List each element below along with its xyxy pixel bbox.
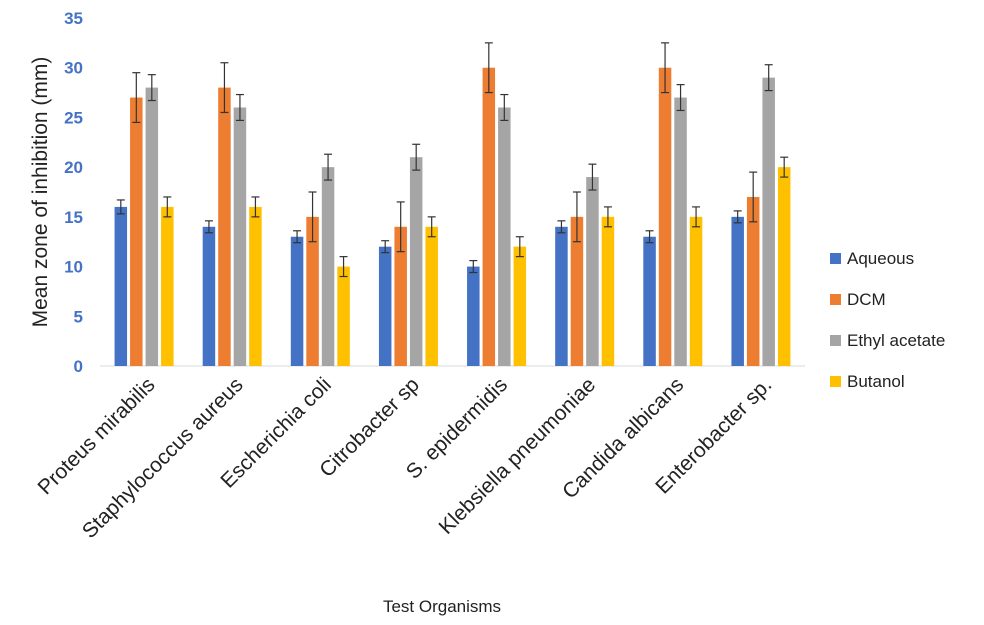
legend-swatch-aqueous	[830, 253, 841, 264]
y-tick-label: 15	[64, 208, 83, 227]
y-axis-ticks: 0 5 10 15 20 25 30 35	[64, 9, 83, 376]
bar	[513, 246, 527, 366]
error-bars	[116, 42, 789, 278]
y-tick-label: 30	[64, 59, 83, 78]
legend-item-aqueous: Aqueous	[830, 248, 980, 269]
y-tick-label: 10	[64, 258, 83, 277]
bar	[746, 196, 760, 366]
legend-swatch-butanol	[830, 376, 841, 387]
bar	[731, 216, 744, 366]
legend-swatch-ethyl-acetate	[830, 335, 841, 346]
y-axis-label: Mean zone of inhibition (mm)	[29, 57, 52, 328]
bar	[762, 77, 775, 367]
bar	[467, 266, 480, 366]
y-tick-label: 35	[64, 9, 83, 28]
bar	[555, 226, 568, 366]
legend-item-butanol: Butanol	[830, 371, 980, 392]
bar	[482, 67, 496, 366]
legend-label-dcm: DCM	[847, 289, 886, 309]
bar	[337, 266, 350, 366]
bar	[498, 107, 511, 366]
bar	[145, 87, 159, 366]
bar	[218, 87, 231, 366]
bars	[114, 67, 791, 367]
bar	[586, 177, 599, 366]
bar	[130, 97, 143, 367]
legend-label-ethyl-acetate: Ethyl acetate	[847, 330, 946, 350]
bar	[249, 206, 262, 366]
y-tick-label: 0	[74, 357, 83, 376]
bar	[689, 216, 703, 366]
bar	[570, 216, 584, 366]
x-axis-label: Test Organisms	[383, 597, 501, 616]
bar	[114, 206, 128, 366]
bar	[202, 226, 216, 366]
bar	[321, 167, 335, 366]
legend-item-ethyl-acetate: Ethyl acetate	[830, 330, 980, 351]
y-tick-label: 5	[74, 307, 83, 326]
bar	[674, 97, 687, 367]
legend-swatch-dcm	[830, 294, 841, 305]
legend-label-butanol: Butanol	[847, 371, 905, 391]
legend-label-aqueous: Aqueous	[847, 248, 915, 268]
bar	[425, 226, 438, 366]
bar	[306, 216, 319, 366]
bar	[394, 226, 407, 366]
bar	[658, 67, 672, 366]
bar	[290, 236, 304, 366]
bar	[601, 216, 615, 366]
x-tick-label: Klebsiella pneumoniae	[435, 373, 601, 539]
y-tick-label: 25	[64, 108, 83, 127]
bar	[643, 236, 656, 366]
legend-item-dcm: DCM	[830, 289, 980, 310]
bar	[233, 107, 247, 366]
bar	[409, 157, 423, 366]
bar	[161, 206, 174, 366]
bar	[378, 246, 392, 366]
legend: Aqueous DCM Ethyl acetate Butanol	[830, 248, 980, 412]
bar	[777, 167, 791, 366]
y-tick-label: 20	[64, 158, 83, 177]
x-tick-label: Staphylococcus aureus	[78, 373, 248, 543]
